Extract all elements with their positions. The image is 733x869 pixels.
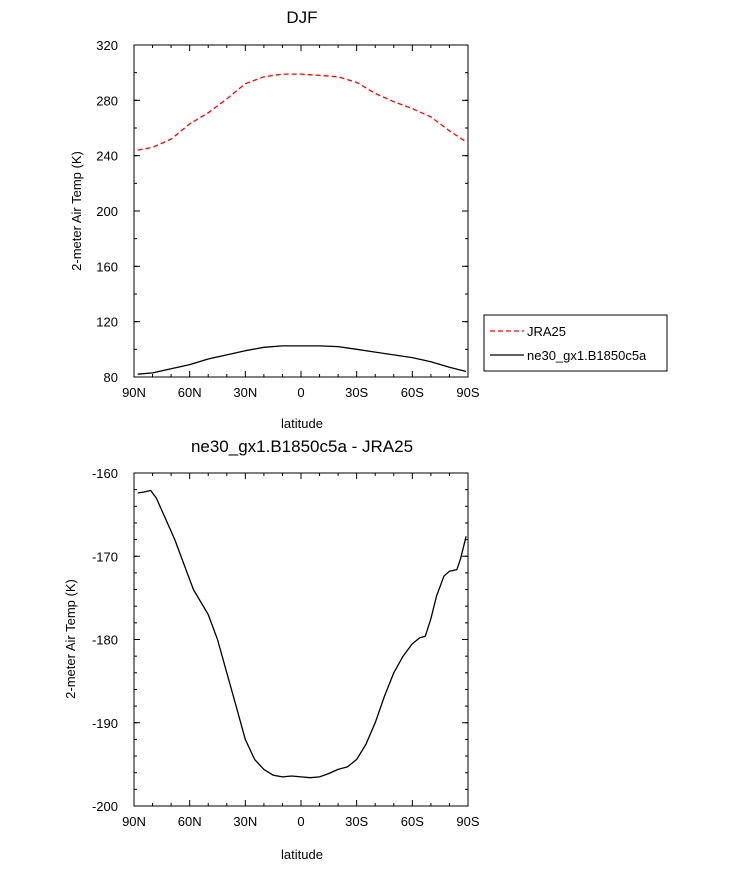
bottom-y-tick-label: -180 <box>92 633 118 648</box>
top-y-tick-label: 160 <box>96 259 118 274</box>
top-y-tick-label: 80 <box>104 370 118 385</box>
top-x-tick-label: 90N <box>122 385 146 400</box>
bottom-x-tick-label: 30N <box>233 814 257 829</box>
bottom-y-tick-label: -200 <box>92 799 118 814</box>
bottom-series-layer <box>137 489 467 779</box>
bottom-series-line-difference <box>137 489 467 779</box>
top-x-tick-label: 60N <box>178 385 202 400</box>
bottom-x-tick-label: 60S <box>401 814 424 829</box>
top-series-line-jra25 <box>137 73 467 151</box>
bottom-chart-title: ne30_gx1.B1850c5a - JRA25 <box>191 437 413 456</box>
top-y-tick-label: 120 <box>96 315 118 330</box>
legend-label-jra25: JRA25 <box>527 324 566 339</box>
top-y-tick-label: 320 <box>96 38 118 53</box>
legend: JRA25 ne30_gx1.B1850c5a <box>483 314 668 372</box>
top-axes: 90N 60N 30N 0 30S 60S 90S 80 120 160 200 240 280 320 <box>96 38 480 400</box>
top-x-tick-label: 90S <box>456 385 479 400</box>
bottom-y-axis-label: 2-meter Air Temp (K) <box>63 579 78 699</box>
top-y-axis-label: 2-meter Air Temp (K) <box>69 151 84 271</box>
bottom-x-tick-label: 60N <box>178 814 202 829</box>
bottom-x-tick-label: 30S <box>345 814 368 829</box>
top-chart-title: DJF <box>286 8 317 27</box>
bottom-x-tick-label: 0 <box>297 814 304 829</box>
top-panel: DJF 90N 60N 30N 0 30S 60S 90S 80 120 160 200 240 280… <box>69 8 668 431</box>
top-plot-frame <box>133 44 469 378</box>
top-x-tick-label: 30S <box>345 385 368 400</box>
bottom-x-tick-label: 90S <box>456 814 479 829</box>
bottom-x-axis-label: latitude <box>281 847 323 862</box>
top-x-tick-label: 30N <box>233 385 257 400</box>
bottom-y-tick-label: -170 <box>92 549 118 564</box>
top-y-tick-label: 280 <box>96 93 118 108</box>
top-y-tick-label: 240 <box>96 149 118 164</box>
top-y-tick-label: 200 <box>96 204 118 219</box>
bottom-y-tick-label: -190 <box>92 716 118 731</box>
bottom-y-tick-label: -160 <box>92 466 118 481</box>
bottom-panel: ne30_gx1.B1850c5a - JRA25 90N 60N 30N 0 30S 6… <box>63 437 480 862</box>
legend-box <box>483 314 668 372</box>
top-x-axis-label: latitude <box>281 416 323 431</box>
top-x-tick-label: 0 <box>297 385 304 400</box>
bottom-x-tick-label: 90N <box>122 814 146 829</box>
top-x-tick-label: 60S <box>401 385 424 400</box>
legend-label-model: ne30_gx1.B1850c5a <box>527 348 647 363</box>
top-series-line-model <box>137 345 467 375</box>
bottom-plot-frame <box>133 472 469 807</box>
bottom-axes: 90N 60N 30N 0 30S 60S 90S -200 -190 -180 -170 -160 <box>92 466 480 829</box>
top-series-layer <box>137 73 467 375</box>
